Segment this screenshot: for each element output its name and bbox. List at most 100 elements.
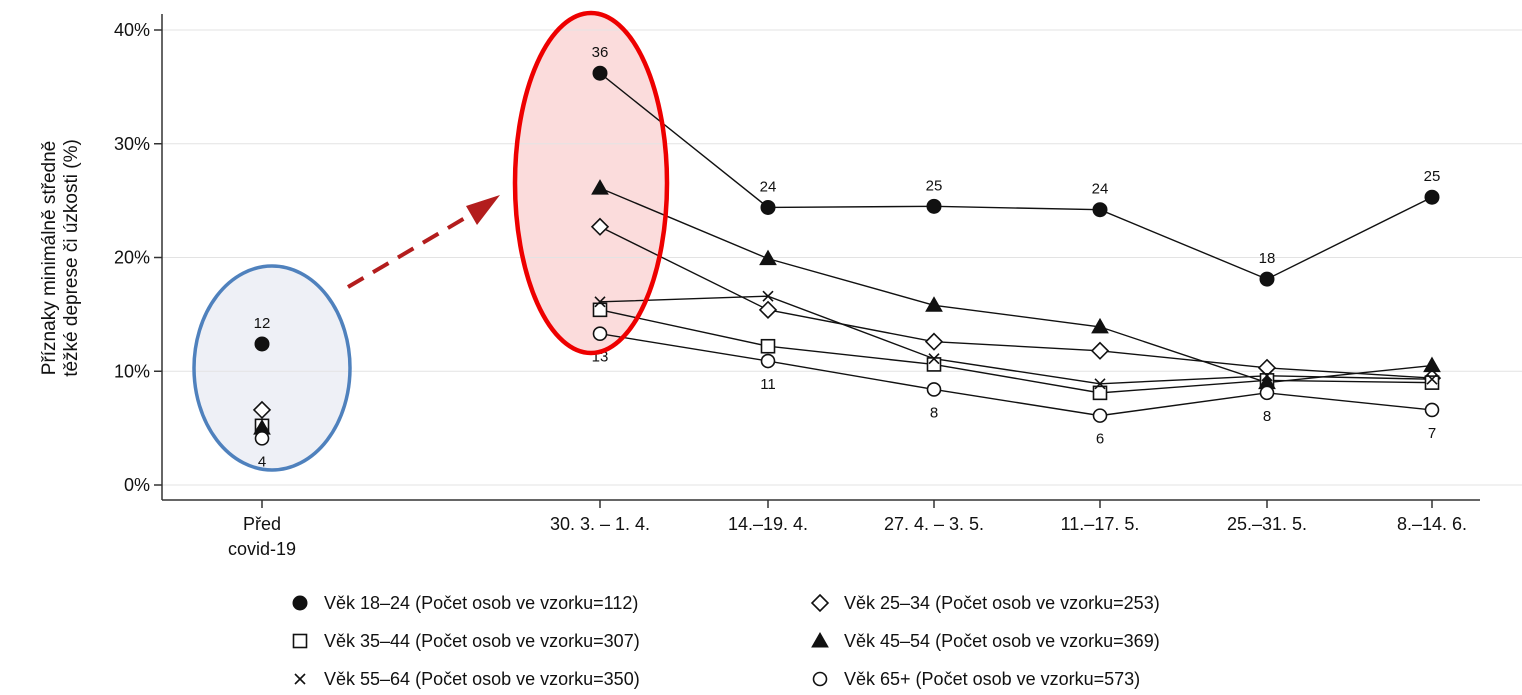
series-3-point-6 [1424, 375, 1440, 390]
series-6-point-0 [254, 431, 270, 446]
legend-label: Věk 35–44 (Počet osob ve vzorku=307) [324, 631, 640, 651]
data-label: 6 [1096, 431, 1104, 448]
series-line-1 [599, 72, 1433, 280]
series-5-point-4 [1094, 378, 1106, 390]
peak-ellipse-fill [515, 13, 667, 353]
grid-lines [162, 29, 1522, 486]
series-1-point-4 [1092, 202, 1108, 218]
data-label: 25 [1424, 168, 1441, 185]
legend-marker [812, 671, 828, 687]
legend-label: Věk 18–24 (Počet osob ve vzorku=112) [324, 593, 638, 613]
data-label: 12 [254, 315, 271, 332]
y-axis-label: Příznaky minimálně středně těžké deprese … [39, 139, 82, 377]
arrow-head-icon [466, 195, 500, 225]
series-6-point-2 [760, 353, 776, 369]
series-2-point-1 [590, 217, 610, 236]
before-covid-ellipse-fill [194, 266, 350, 470]
series-2-point-4 [1090, 341, 1110, 360]
series-6-point-1 [592, 326, 608, 342]
x-marker-stroke [928, 353, 940, 365]
y-tick-label: 0% [124, 475, 150, 495]
series-4-point-3 [925, 296, 943, 312]
series-6-point-4 [1092, 408, 1108, 423]
series-2-point-0 [252, 400, 272, 420]
x-marker-stroke [1094, 378, 1106, 390]
before-covid-ellipse [192, 264, 352, 472]
y-axis-label-line: těžké deprese či úzkosti (%) [61, 139, 82, 377]
series-1-point-6 [1424, 189, 1440, 205]
x-tick-label: Před [243, 514, 281, 534]
annotation-layer-front [192, 10, 670, 472]
x-tick-label: 11.–17. 5. [1061, 514, 1140, 534]
series-line-3 [599, 309, 1433, 394]
legend-marker [292, 633, 308, 649]
data-label: 25 [926, 177, 943, 194]
data-label: 24 [760, 178, 777, 195]
series-line-4 [599, 187, 1433, 384]
peak-ellipse [512, 10, 670, 356]
series-6-point-5 [1259, 385, 1275, 401]
y-axis-label-line: Příznaky minimálně středně [39, 141, 60, 375]
data-label: 18 [1259, 250, 1276, 267]
x-tick-label: 27. 4. – 3. 5. [884, 514, 984, 534]
x-marker-stroke [294, 673, 306, 685]
series-2-point-2 [758, 300, 778, 319]
series-4-point-4 [1091, 317, 1109, 334]
legend: Věk 18–24 (Počet osob ve vzorku=112) Věk … [292, 593, 1160, 689]
series-3-point-1 [592, 302, 608, 318]
series-1-point-3 [926, 198, 942, 214]
data-label: 4 [258, 453, 266, 470]
series-lines [599, 72, 1433, 417]
series-markers [252, 65, 1442, 446]
x-tick-label: covid-19 [228, 539, 296, 559]
data-label: 24 [1092, 181, 1109, 198]
legend-marker [292, 595, 308, 611]
series-5-point-2 [762, 290, 774, 302]
series-6-point-3 [926, 382, 942, 397]
series-6-point-6 [1424, 402, 1440, 418]
data-label: 7 [1428, 425, 1436, 442]
series-5-point-1 [594, 296, 606, 308]
series-5-point-6 [1426, 373, 1438, 385]
x-tick-label: 25.–31. 5. [1227, 514, 1307, 534]
series-5-point-3 [928, 353, 940, 365]
legend-item: Věk 25–34 (Počet osob ve vzorku=253) [810, 593, 1160, 613]
series-3-point-4 [1092, 385, 1108, 401]
legend-item: Věk 35–44 (Počet osob ve vzorku=307) [292, 631, 640, 651]
legend-marker [810, 593, 830, 613]
data-label: 8 [930, 404, 938, 421]
x-marker-stroke [1426, 373, 1438, 385]
legend-item: Věk 45–54 (Počet osob ve vzorku=369) [811, 631, 1160, 651]
series-1-point-0 [254, 336, 270, 352]
x-tick-label: 14.–19. 4. [728, 514, 808, 534]
y-tick-label: 20% [114, 248, 150, 268]
dashed-arrow-shaft [346, 213, 472, 289]
series-4-point-6 [1423, 356, 1441, 373]
legend-label: Věk 65+ (Počet osob ve vzorku=573) [844, 669, 1140, 689]
y-tick-label: 40% [114, 20, 150, 40]
series-line-6 [599, 333, 1433, 417]
x-tick-label: 30. 3. – 1. 4. [550, 514, 650, 534]
legend-marker [811, 631, 829, 648]
y-tick-label: 10% [114, 361, 150, 381]
legend-item: Věk 55–64 (Počet osob ve vzorku=350) [294, 669, 640, 689]
annotation-layer-back [194, 13, 667, 470]
data-label: 8 [1263, 408, 1271, 425]
series-4-point-2 [759, 249, 777, 266]
legend-label: Věk 25–34 (Počet osob ve vzorku=253) [844, 593, 1160, 613]
x-marker-stroke [762, 290, 774, 302]
legend-label: Věk 45–54 (Počet osob ve vzorku=369) [844, 631, 1160, 651]
x-tick-label: 8.–14. 6. [1397, 514, 1467, 534]
series-line-2 [599, 226, 1433, 379]
series-4-point-1 [591, 179, 609, 195]
axes: 0% 10% 20% 30% 40% Před covid-19 30. 3. – 1. 4.… [39, 14, 1480, 559]
x-marker-stroke [594, 296, 606, 308]
data-label: 11 [760, 376, 776, 393]
y-tick-label: 30% [114, 134, 150, 154]
series-5-point-5 [1261, 370, 1273, 382]
series-1-point-5 [1259, 271, 1275, 287]
legend-item: Věk 65+ (Počet osob ve vzorku=573) [812, 669, 1140, 689]
x-marker-stroke [1261, 370, 1273, 382]
